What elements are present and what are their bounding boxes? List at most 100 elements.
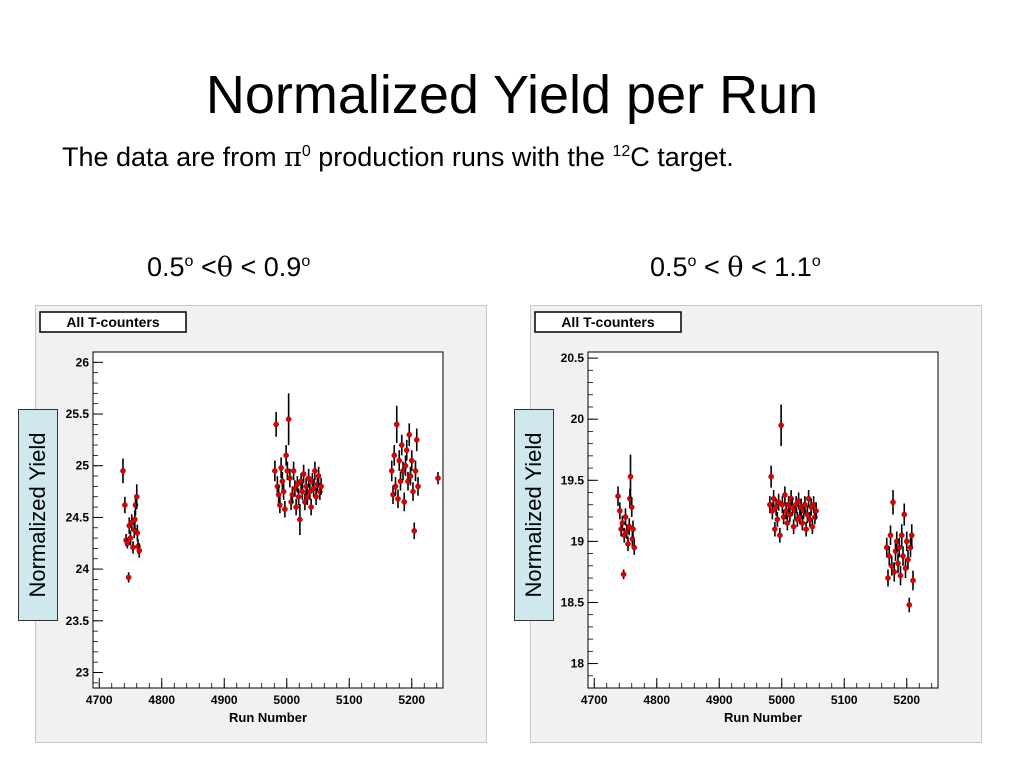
scatter-plot-right: All T-counters 18 18.5 19 19.5 20 20.5 4700 4800… <box>534 311 939 725</box>
y-tick-label: 25 <box>76 459 90 473</box>
plot-frame <box>587 351 939 689</box>
data-point <box>285 416 292 422</box>
data-point <box>305 475 312 481</box>
data-point <box>133 493 140 500</box>
x-tick-label: 4800 <box>148 693 175 707</box>
x-tick-label: 4700 <box>581 693 608 707</box>
y-tick-label: 26 <box>76 355 90 369</box>
data-point <box>398 442 405 448</box>
data-point <box>897 572 904 579</box>
data-point <box>782 492 788 498</box>
subtitle-text-2: production runs with the <box>310 142 613 172</box>
range-label-left: 0.5o <θ < 0.9o <box>147 250 310 285</box>
data-point <box>784 520 791 526</box>
y-tick-label: 23 <box>76 665 90 679</box>
data-point <box>307 488 313 495</box>
x-tick-label: 5000 <box>273 693 300 707</box>
data-point <box>774 516 781 523</box>
theta-symbol: θ <box>216 252 233 283</box>
y-tick-label: 18 <box>571 657 585 671</box>
y-tick-label: 24 <box>76 562 90 576</box>
data-point <box>435 475 441 481</box>
data-point <box>617 508 623 514</box>
y-tick-label: 20 <box>571 412 585 426</box>
y-tick-label: 19.5 <box>561 473 585 487</box>
data-point <box>415 483 421 490</box>
data-point <box>388 468 395 474</box>
data-point <box>395 496 401 502</box>
data-point <box>896 544 903 551</box>
data-point <box>628 504 635 510</box>
data-point <box>809 523 816 530</box>
data-point <box>295 493 302 500</box>
data-point <box>898 532 905 539</box>
data-point <box>396 457 403 464</box>
data-point <box>770 495 777 502</box>
data-point <box>280 488 287 495</box>
ylabel-box-left: Normalized Yield <box>18 409 58 621</box>
data-point <box>631 544 638 551</box>
data-point <box>130 544 136 551</box>
data-point <box>308 504 314 510</box>
plot-frame <box>92 351 444 689</box>
data-point <box>278 464 284 471</box>
scatter-plot-left: All T-counters 23 23.5 24 24.5 25 25.5 26 4700 48… <box>39 311 444 725</box>
data-point <box>403 447 410 454</box>
isotope-superscript: 12 <box>612 143 631 160</box>
data-point <box>391 452 398 459</box>
data-point <box>630 526 636 532</box>
x-tick-label: 5000 <box>768 693 795 707</box>
data-point <box>411 528 418 534</box>
data-point <box>777 532 783 539</box>
range-hi-degree: o <box>301 253 311 270</box>
pi-superscript: 0 <box>301 143 311 160</box>
x-tick-label: 5100 <box>831 693 858 707</box>
ylabel-text: Normalized Yield <box>521 432 546 598</box>
data-point <box>287 475 293 481</box>
data-point <box>622 514 629 520</box>
data-point <box>799 520 806 526</box>
plot-panel-right: All T-counters 18 18.5 19 19.5 20 20.5 4700 4800… <box>530 305 982 743</box>
data-point <box>275 491 282 498</box>
data-point <box>407 473 414 479</box>
data-point <box>272 468 278 474</box>
data-point <box>273 421 279 428</box>
x-axis-label: Run Number <box>229 710 307 725</box>
data-point <box>901 511 908 518</box>
data-point <box>122 502 128 508</box>
x-tick-label: 4900 <box>706 693 733 707</box>
data-point <box>805 495 812 502</box>
range-label-right: 0.5o < θ < 1.1o <box>650 250 821 285</box>
data-point <box>279 478 286 485</box>
data-point <box>769 508 776 514</box>
data-point <box>313 493 319 500</box>
plot-panel-left: All T-counters 23 23.5 24 24.5 25 25.5 26 4700 48… <box>35 305 487 743</box>
chart-title-box <box>39 311 187 333</box>
x-tick-label: 5200 <box>893 693 920 707</box>
x-tick-label: 4700 <box>86 693 113 707</box>
data-point <box>127 535 134 541</box>
data-point <box>772 526 778 532</box>
y-tick-label: 20.5 <box>561 351 585 365</box>
subtitle-text-3: C target. <box>630 142 734 172</box>
x-axis-label: Run Number <box>724 710 802 725</box>
data-point <box>790 523 797 530</box>
data-point <box>615 493 621 499</box>
data-point <box>299 488 306 495</box>
data-point <box>315 473 322 479</box>
data-point <box>408 457 415 464</box>
x-tick-label: 4900 <box>211 693 238 707</box>
subtitle-text-1: The data are from <box>62 142 285 172</box>
x-tick-label: 5100 <box>336 693 363 707</box>
slide-title: Normalized Yield per Run <box>205 65 819 125</box>
data-point <box>277 502 283 508</box>
data-point <box>910 577 916 584</box>
slide-subtitle: The data are from π0 production runs wit… <box>62 140 734 175</box>
data-point <box>890 499 896 506</box>
data-point <box>412 468 419 474</box>
y-tick-label: 24.5 <box>66 510 90 524</box>
data-point <box>120 468 126 474</box>
data-point <box>620 571 627 578</box>
data-point <box>318 483 324 490</box>
data-point <box>125 574 132 581</box>
